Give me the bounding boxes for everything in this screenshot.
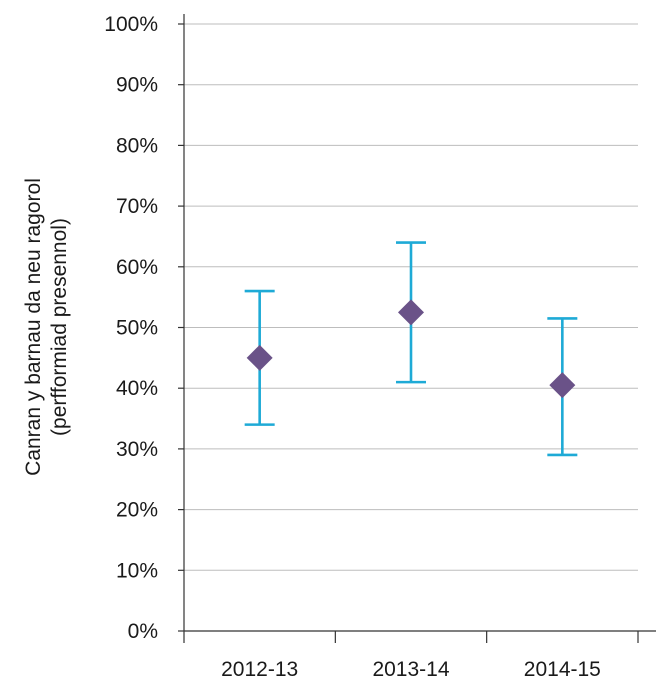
y-axis-title-line-2: (perfformiad presennol)	[48, 218, 71, 436]
data-point-2014-15	[549, 372, 576, 399]
y-tick-label-80: 80%	[116, 134, 158, 157]
x-tick-label-2014-15: 2014-15	[524, 658, 601, 681]
y-tick-label-40: 40%	[116, 377, 158, 400]
error-bars	[244, 241, 578, 457]
data-points	[246, 299, 576, 399]
axes	[178, 14, 656, 643]
y-tick-label-90: 90%	[116, 74, 158, 97]
data-point-2012-13	[246, 344, 273, 371]
data-point-2013-14	[398, 299, 424, 326]
x-tick-label-2013-14: 2013-14	[372, 658, 449, 681]
y-tick-label-30: 30%	[116, 438, 158, 461]
y-tick-label-50: 50%	[116, 317, 158, 340]
y-tick-label-60: 60%	[116, 256, 158, 279]
y-tick-label-10: 10%	[116, 559, 158, 582]
y-tick-label-100: 100%	[104, 13, 158, 36]
x-tick-label-2012-13: 2012-13	[221, 658, 298, 681]
y-axis-title: Canran y barnau da neu ragorol (perfform…	[22, 178, 71, 476]
y-tick-label-0: 0%	[128, 620, 158, 643]
y-tick-label-20: 20%	[116, 499, 158, 522]
x-tick-labels: 2012-13 2013-14 2014-15	[221, 658, 601, 681]
y-tick-labels: 0% 10% 20% 30% 40% 50% 60% 70% 80% 90% 100%	[104, 13, 158, 643]
y-axis-title-line-1: Canran y barnau da neu ragorol	[22, 178, 45, 476]
y-tick-label-70: 70%	[116, 195, 158, 218]
